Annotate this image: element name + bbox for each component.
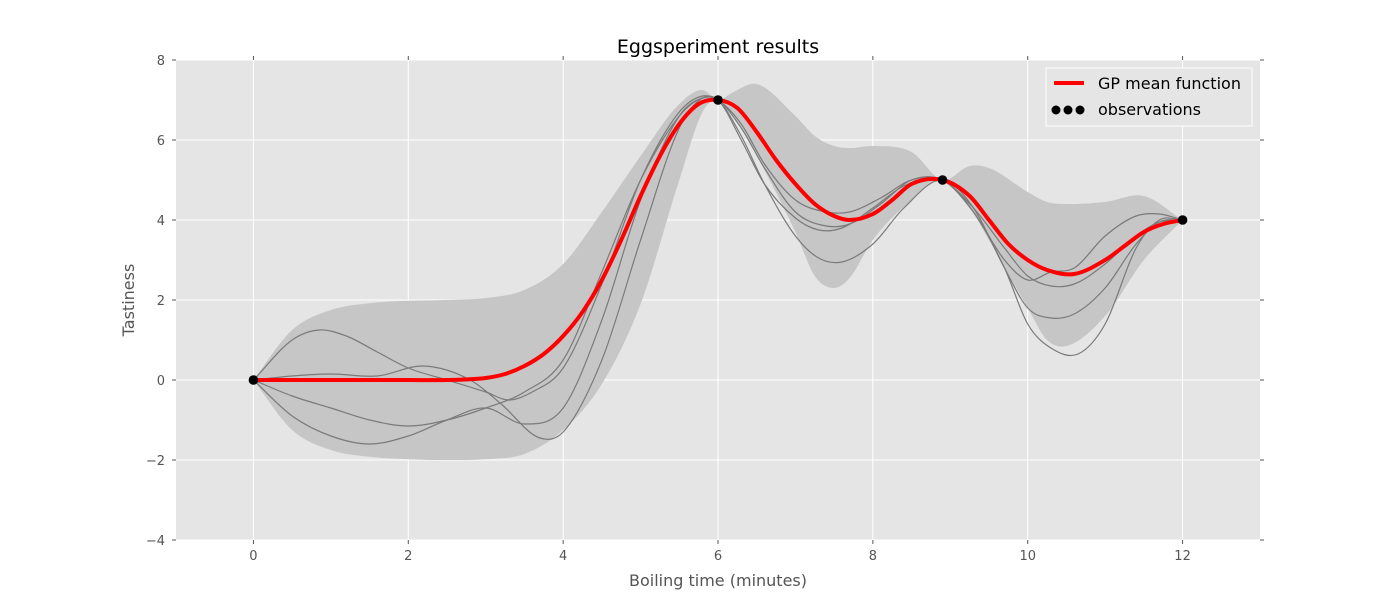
sample-curve [253, 95, 1183, 445]
observations-layer [248, 95, 1188, 385]
x-tick-label: 12 [1174, 549, 1191, 564]
sample-curve [253, 95, 1183, 440]
y-axis-label: Tastiness [119, 264, 138, 338]
chart-title: Eggsperiment results [617, 36, 819, 58]
y-tick-label: 8 [157, 54, 165, 69]
legend-observations-swatch [1051, 105, 1085, 115]
observation-point [937, 175, 948, 185]
observation-point [1177, 215, 1188, 225]
observation-point [248, 375, 259, 385]
y-tick-label: −4 [146, 534, 165, 549]
x-tick-label: 4 [559, 549, 567, 564]
x-tick-label: 0 [249, 549, 257, 564]
x-tick-label: 8 [869, 549, 877, 564]
x-tick-label: 6 [714, 549, 722, 564]
legend-observation-dot [1063, 105, 1073, 115]
legend-observations-label: observations [1098, 100, 1201, 119]
sample-curves [252, 95, 1183, 445]
legend-observation-dot [1075, 105, 1085, 115]
ticks: 0 2 4 6 8 10 12 −4 −2 0 2 4 6 8 [146, 54, 1264, 564]
legend: GP mean function observations [1045, 67, 1253, 127]
legend-box [1045, 67, 1253, 127]
uncertainty-band [253, 83, 1183, 461]
gp-mean-line [251, 97, 1185, 383]
y-tick-label: −2 [146, 454, 165, 469]
observation-point [713, 95, 723, 105]
mean-layer [251, 97, 1185, 383]
legend-observation-dot [1051, 105, 1061, 115]
y-tick-label: 4 [157, 214, 165, 229]
legend-mean-label: GP mean function [1098, 74, 1241, 93]
y-tick-label: 0 [157, 374, 165, 389]
y-tick-label: 6 [157, 134, 165, 149]
y-tick-label: 2 [157, 294, 165, 309]
uncertainty-band-layer [253, 83, 1183, 461]
x-tick-label: 2 [404, 549, 412, 564]
x-axis-label: Boiling time (minutes) [629, 571, 807, 590]
sample-curve [252, 95, 1183, 401]
x-tick-label: 10 [1019, 549, 1036, 564]
